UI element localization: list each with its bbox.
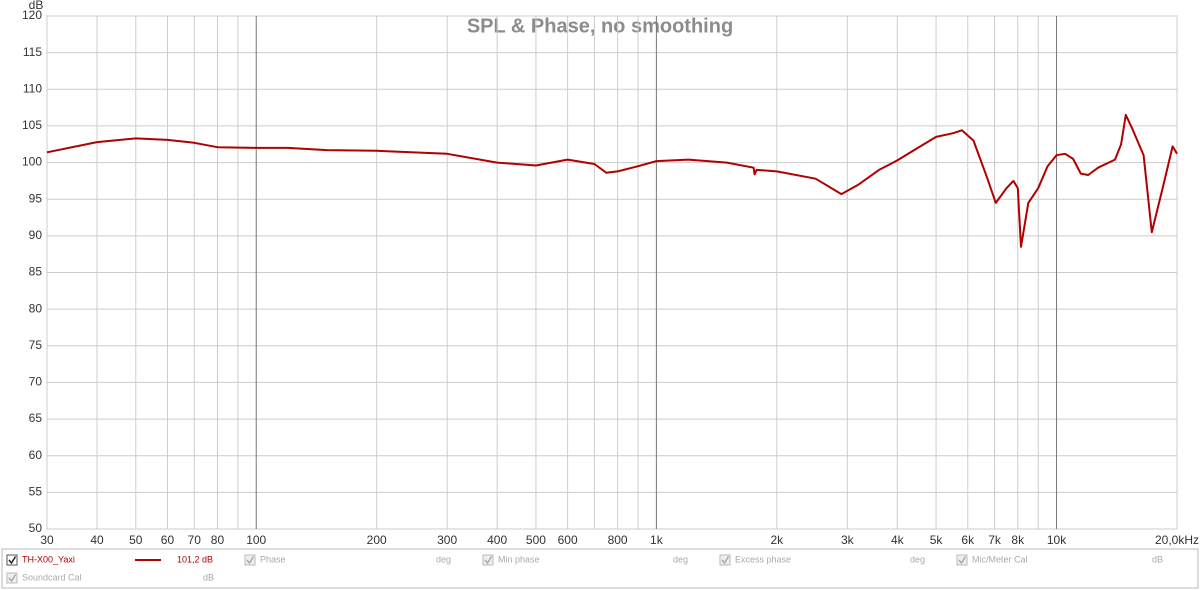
checkmark [958, 556, 967, 565]
y-tick-label: 80 [29, 301, 43, 315]
x-tick-label: 4k [891, 533, 905, 547]
y-tick-label: 65 [29, 411, 43, 425]
checkbox[interactable] [719, 554, 731, 566]
y-tick-label: 120 [22, 8, 42, 22]
x-tick-label: 30 [40, 533, 54, 547]
y-tick-label: 55 [29, 485, 43, 499]
y-tick-label: 60 [29, 448, 43, 462]
x-tick-label: 70 [188, 533, 202, 547]
y-tick-label: 75 [29, 338, 43, 352]
checkbox[interactable] [6, 554, 18, 566]
legend-unit: dB [1152, 554, 1163, 564]
x-tick-label: 600 [558, 533, 578, 547]
legend-unit: dB [203, 572, 214, 582]
x-tick-label: 500 [526, 533, 546, 547]
checkmark [246, 556, 255, 565]
y-tick-label: 85 [29, 265, 43, 279]
x-tick-label: 200 [367, 533, 387, 547]
legend-unit: deg [910, 554, 925, 564]
legend-unit: deg [673, 554, 688, 564]
legend-label: Soundcard Cal [22, 572, 82, 582]
y-tick-label: 90 [29, 228, 43, 242]
checkbox[interactable] [6, 572, 18, 584]
chart-title: SPL & Phase, no smoothing [467, 15, 733, 37]
x-tick-label: 40 [90, 533, 104, 547]
x-tick-label: 100 [246, 533, 266, 547]
x-tick-label: 60 [161, 533, 175, 547]
checkbox[interactable] [956, 554, 968, 566]
x-tick-label: 7k [988, 533, 1002, 547]
x-tick-label: 800 [608, 533, 628, 547]
y-tick-label: 115 [23, 45, 42, 59]
x-tick-label: 300 [437, 533, 457, 547]
x-tick-label: 50 [129, 533, 143, 547]
legend-label: TH-X00_Yaxi [22, 554, 75, 564]
x-tick-label: 400 [487, 533, 507, 547]
x-tick-label: 1k [650, 533, 664, 547]
x-tick-label: 10k [1047, 533, 1067, 547]
y-axis-label: dB [29, 0, 44, 12]
checkbox[interactable] [482, 554, 494, 566]
y-tick-label: 70 [29, 375, 43, 389]
legend-label: Mic/Meter Cal [972, 554, 1028, 564]
x-tick-label: 20,0kHz [1155, 533, 1199, 547]
x-tick-label: 80 [211, 533, 225, 547]
legend-unit: deg [436, 554, 451, 564]
checkbox[interactable] [244, 554, 256, 566]
checkmark [8, 574, 17, 583]
x-tick-label: 2k [771, 533, 785, 547]
legend-value: 101,2 dB [177, 554, 213, 564]
x-tick-label: 6k [961, 533, 975, 547]
legend-label: Min phase [498, 554, 540, 564]
series-line [46, 113, 1178, 248]
x-tick-label: 5k [930, 533, 944, 547]
checkmark [8, 556, 17, 565]
y-tick-label: 95 [29, 191, 43, 205]
legend-panel [1, 548, 1199, 589]
y-tick-label: 105 [22, 118, 42, 132]
x-tick-label: 3k [841, 533, 855, 547]
checkmark [484, 556, 493, 565]
y-tick-label: 100 [22, 155, 42, 169]
checkmark [721, 556, 730, 565]
legend-label: Excess phase [735, 554, 791, 564]
y-tick-label: 50 [29, 521, 43, 535]
x-tick-label: 8k [1011, 533, 1025, 547]
legend: TH-X00_Yaxi 101,2 dB Phase deg Min phase deg E… [6, 554, 1163, 584]
y-tick-label: 110 [23, 81, 42, 95]
legend-label: Phase [260, 554, 286, 564]
